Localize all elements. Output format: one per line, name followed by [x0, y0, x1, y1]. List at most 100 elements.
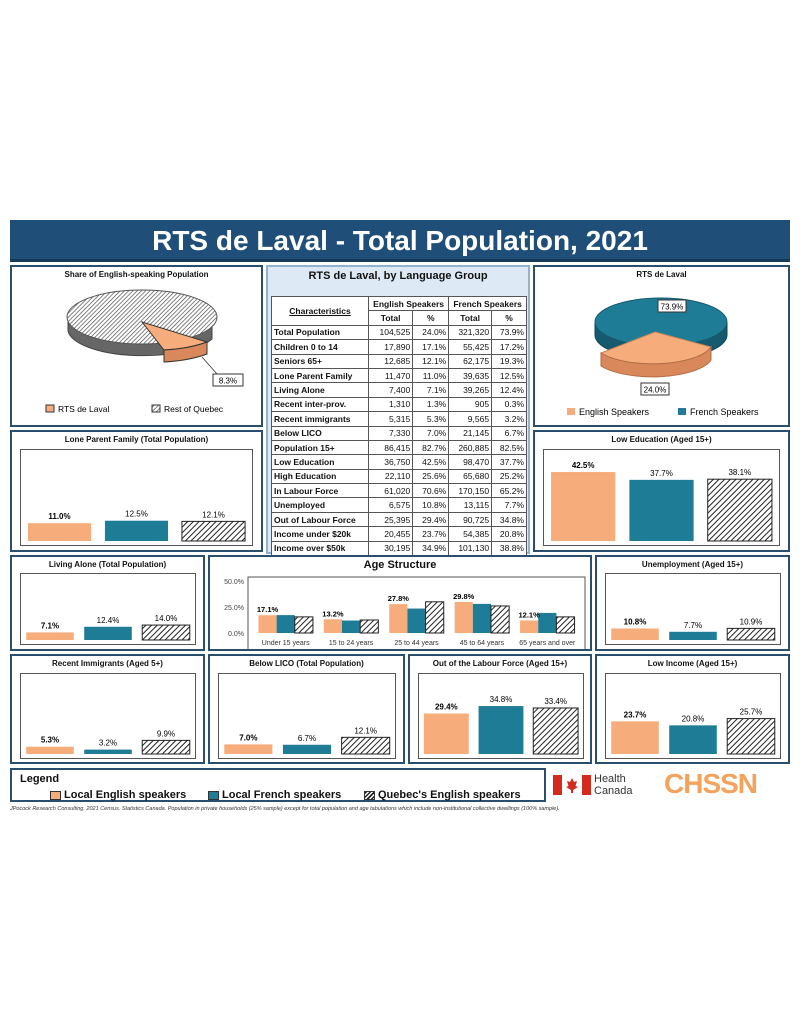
table-cell: 65.2% — [491, 483, 527, 499]
bar-english — [611, 628, 659, 640]
table-cell: 104,525 — [367, 324, 414, 341]
bar-quebec — [707, 478, 773, 542]
table-cell: 82.7% — [412, 439, 450, 456]
bar-french — [629, 479, 694, 541]
y-tick-label: 25.0% — [224, 605, 244, 612]
data-label-french: 12.5% — [125, 510, 148, 519]
bar-english — [224, 744, 273, 754]
bar-quebec — [490, 605, 510, 634]
row-label: Low Education — [271, 454, 369, 470]
legend-swatch-english — [50, 791, 61, 800]
row-label: Total Population — [271, 324, 369, 341]
bar-english — [551, 472, 616, 541]
pie-slice-rest-of-quebec — [66, 289, 218, 345]
living-alone-title: Living Alone (Total Population) — [48, 560, 167, 569]
bar-quebec — [425, 601, 445, 634]
bar-french — [407, 608, 426, 633]
table-cell: 38.8% — [491, 540, 527, 557]
bar-quebec — [141, 739, 191, 755]
bar-quebec — [532, 707, 579, 755]
low-education-title: Low Education (Aged 15+) — [611, 435, 712, 444]
table-cell: 29.4% — [412, 511, 450, 528]
table-cell: 11.0% — [412, 367, 450, 384]
rts-panel-title: RTS de Laval — [636, 270, 687, 279]
data-label-quebec: 10.9% — [740, 617, 763, 626]
rts-legend-french: French Speakers — [690, 407, 759, 417]
rts-panel: RTS de Laval 73.9% 24.0% English Speaker… — [533, 265, 790, 427]
table-cell: 22,110 — [367, 468, 414, 485]
table-cell: 21,145 — [448, 425, 493, 441]
language-group-table-panel: RTS de Laval, by Language Group Characte… — [266, 265, 530, 557]
table-row: Seniors 65+ 12,685 12.1% 62,175 19.3% — [271, 353, 527, 369]
table-cell: 19.3% — [491, 353, 527, 369]
health-canada-line2: Canada — [594, 785, 633, 797]
table-cell: 0.3% — [491, 396, 527, 413]
rts-callout-french: 73.9% — [661, 303, 684, 312]
row-label: High Education — [271, 468, 369, 485]
bar-english — [258, 615, 277, 633]
share-legend-rts: RTS de Laval — [58, 404, 109, 414]
row-label: Seniors 65+ — [271, 353, 369, 369]
table-cell: 62,175 — [448, 353, 493, 369]
bar-french — [342, 620, 361, 633]
table-cell: 7,400 — [367, 382, 414, 398]
data-label-english: 13.2% — [322, 609, 344, 618]
lone-parent-title: Lone Parent Family (Total Population) — [64, 435, 209, 444]
table-cell: 11,470 — [367, 367, 414, 384]
table-cell: 321,320 — [448, 324, 493, 341]
legend-item-quebec: Quebec's English speakers — [378, 789, 521, 801]
table-cell: 20,455 — [367, 526, 414, 542]
data-label-quebec: 33.4% — [544, 697, 567, 706]
low-income-chart: 23.7% 20.8% 25.7% — [611, 708, 776, 755]
table-row: Population 15+ 86,415 82.7% 260,885 82.5% — [271, 439, 527, 456]
data-label-french: 3.2% — [99, 739, 117, 748]
data-label-english: 7.1% — [41, 621, 59, 630]
table-cell: 34.9% — [412, 540, 450, 557]
bar-quebec — [726, 718, 776, 755]
table-cell: 905 — [448, 396, 493, 413]
row-label: Income over $50k — [271, 540, 369, 557]
health-canada-logo: Health Canada — [594, 773, 633, 797]
table-cell: 23.7% — [412, 526, 450, 542]
data-label-english: 12.1% — [518, 610, 540, 619]
table-cell: 12.1% — [412, 353, 450, 369]
data-label-english: 10.8% — [624, 617, 647, 626]
low-education-chart: 42.5% 37.7% 38.1% — [551, 461, 773, 542]
row-label: Children 0 to 14 — [271, 339, 369, 355]
data-label-english: 11.0% — [48, 512, 70, 521]
low-income-panel: Low Income (Aged 15+) 23.7% 20.8% 25.7% — [595, 654, 790, 764]
data-label-quebec: 14.0% — [155, 614, 178, 623]
table-cell: 36,750 — [367, 454, 414, 470]
table-cell: 25.2% — [491, 468, 527, 485]
table-row: High Education 22,110 25.6% 65,680 25.2% — [271, 468, 527, 485]
data-label-english: 23.7% — [624, 710, 647, 719]
table-cell: 1,310 — [367, 396, 414, 413]
data-label-english: 29.8% — [453, 592, 475, 601]
table-cell: 25.6% — [412, 468, 450, 485]
table-row: Income under $20k 20,455 23.7% 54,385 20.8% — [271, 526, 527, 542]
table-cell: 3.2% — [491, 411, 527, 427]
table-cell: 70.6% — [412, 483, 450, 499]
row-label: Population 15+ — [271, 439, 369, 456]
table-row: In Labour Force 61,020 70.6% 170,150 65.2% — [271, 483, 527, 499]
table-row: Below LICO 7,330 7.0% 21,145 6.7% — [271, 425, 527, 441]
table-row: Children 0 to 14 17,890 17.1% 55,425 17.2% — [271, 339, 527, 355]
col-english-pct: % — [412, 310, 450, 326]
pie-side-english — [600, 345, 712, 378]
out-of-labour-force-chart: 29.4% 34.8% 33.4% — [423, 695, 579, 755]
bar-french — [282, 744, 332, 754]
below-lico-title: Below LICO (Total Population) — [249, 659, 364, 668]
table-cell: 25,395 — [367, 511, 414, 528]
table-cell: 24.0% — [412, 324, 450, 341]
bar-quebec — [555, 616, 576, 634]
canada-flag-logo — [553, 775, 591, 795]
x-tick-label: 65 years and over — [519, 640, 576, 647]
data-label-quebec: 12.1% — [202, 510, 225, 519]
data-label-quebec: 9.9% — [157, 729, 175, 738]
legend-title: Legend — [20, 773, 60, 785]
table-cell: 101,130 — [448, 540, 493, 557]
rts-pie-chart: 73.9% 24.0% English Speakers French Spea… — [567, 297, 759, 417]
bar-french — [472, 603, 491, 633]
table-cell: 98,470 — [448, 454, 493, 470]
health-canada-line1: Health — [594, 773, 626, 785]
